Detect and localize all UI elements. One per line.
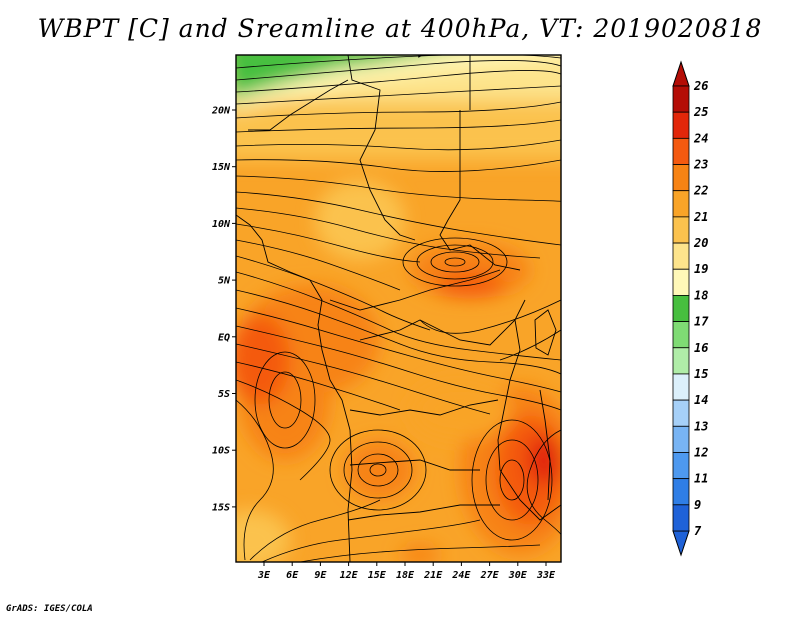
legend-label: 18 xyxy=(694,288,708,302)
map-panel: 20N 15N 10N 5N EQ 5S 10S 15S 3E 6E 9E 12E 15E 18E 21E… xyxy=(211,54,562,581)
legend-swatch xyxy=(672,399,690,427)
grads-credit: GrADS: IGES/COLA xyxy=(6,604,93,614)
lon-label: 27E xyxy=(480,570,500,581)
legend-label: 22 xyxy=(693,184,708,198)
legend-label: 19 xyxy=(694,262,708,276)
legend-label: 9 xyxy=(694,498,701,512)
lon-label: 18E xyxy=(396,570,415,581)
legend-label: 24 xyxy=(693,131,708,145)
lat-label: 10S xyxy=(212,446,230,457)
legend-swatch xyxy=(672,347,690,375)
legend-label: 11 xyxy=(694,472,708,486)
color-legend: 26 25 24 23 22 21 20 19 18 17 16 15 14 13 12 11 9 7 xyxy=(672,60,709,557)
lat-label: 10N xyxy=(212,219,231,230)
legend-label: 14 xyxy=(694,393,708,407)
legend-label: 12 xyxy=(694,445,708,459)
legend-swatch xyxy=(672,295,690,322)
legend-swatch xyxy=(672,190,690,218)
legend-label: 23 xyxy=(693,158,708,172)
lon-label: 21E xyxy=(423,570,443,581)
legend-swatch xyxy=(672,373,690,401)
lon-label: 12E xyxy=(340,570,359,581)
legend-swatch xyxy=(672,268,690,296)
wbpt-field xyxy=(236,55,561,562)
lon-label: 9E xyxy=(314,570,327,581)
map-title: WBPT [C] and Sreamline at 400hPa, VT: 20… xyxy=(37,14,763,43)
legend-swatch xyxy=(672,452,690,480)
legend-label: 20 xyxy=(693,236,708,250)
legend-label: 16 xyxy=(694,341,708,355)
lon-label: 24E xyxy=(451,570,471,581)
lat-label: 20N xyxy=(211,106,231,117)
longitude-ticks: 3E 6E 9E 12E 15E 18E 21E 24E 27E 30E 33E xyxy=(257,562,556,581)
lon-label: 6E xyxy=(286,570,299,581)
legend-label: 26 xyxy=(693,79,708,93)
lat-label: 5N xyxy=(218,276,231,287)
legend-label: 21 xyxy=(693,210,708,224)
streamlines xyxy=(236,55,561,562)
legend-swatch xyxy=(672,321,690,349)
lat-label: 15S xyxy=(212,502,230,513)
legend-swatch xyxy=(672,425,690,453)
legend-label: 25 xyxy=(693,105,708,119)
legend-swatch xyxy=(672,216,690,244)
legend-swatch xyxy=(672,478,690,506)
lat-label: 15N xyxy=(212,162,231,173)
lon-label: 3E xyxy=(257,570,271,581)
legend-label: 7 xyxy=(694,524,702,538)
latitude-ticks: 20N 15N 10N 5N EQ 5S 10S 15S xyxy=(211,106,236,513)
legend-swatch xyxy=(672,242,690,270)
lat-label: EQ xyxy=(218,332,230,343)
legend-label: 17 xyxy=(694,315,709,329)
legend-swatch xyxy=(672,137,690,165)
legend-arrow-high xyxy=(672,60,690,87)
lon-label: 15E xyxy=(368,570,387,581)
legend-swatch xyxy=(672,504,690,532)
legend-label: 15 xyxy=(694,367,708,381)
lon-label: 30E xyxy=(508,570,528,581)
legend-swatch xyxy=(672,164,690,192)
legend-swatch xyxy=(672,111,690,139)
country-borders xyxy=(236,55,561,562)
map-frame xyxy=(235,54,562,563)
lat-label: 5S xyxy=(218,389,230,400)
legend-swatch xyxy=(672,85,690,113)
legend-label: 13 xyxy=(694,419,708,433)
legend-arrow-low xyxy=(672,530,690,557)
lon-label: 33E xyxy=(536,570,556,581)
